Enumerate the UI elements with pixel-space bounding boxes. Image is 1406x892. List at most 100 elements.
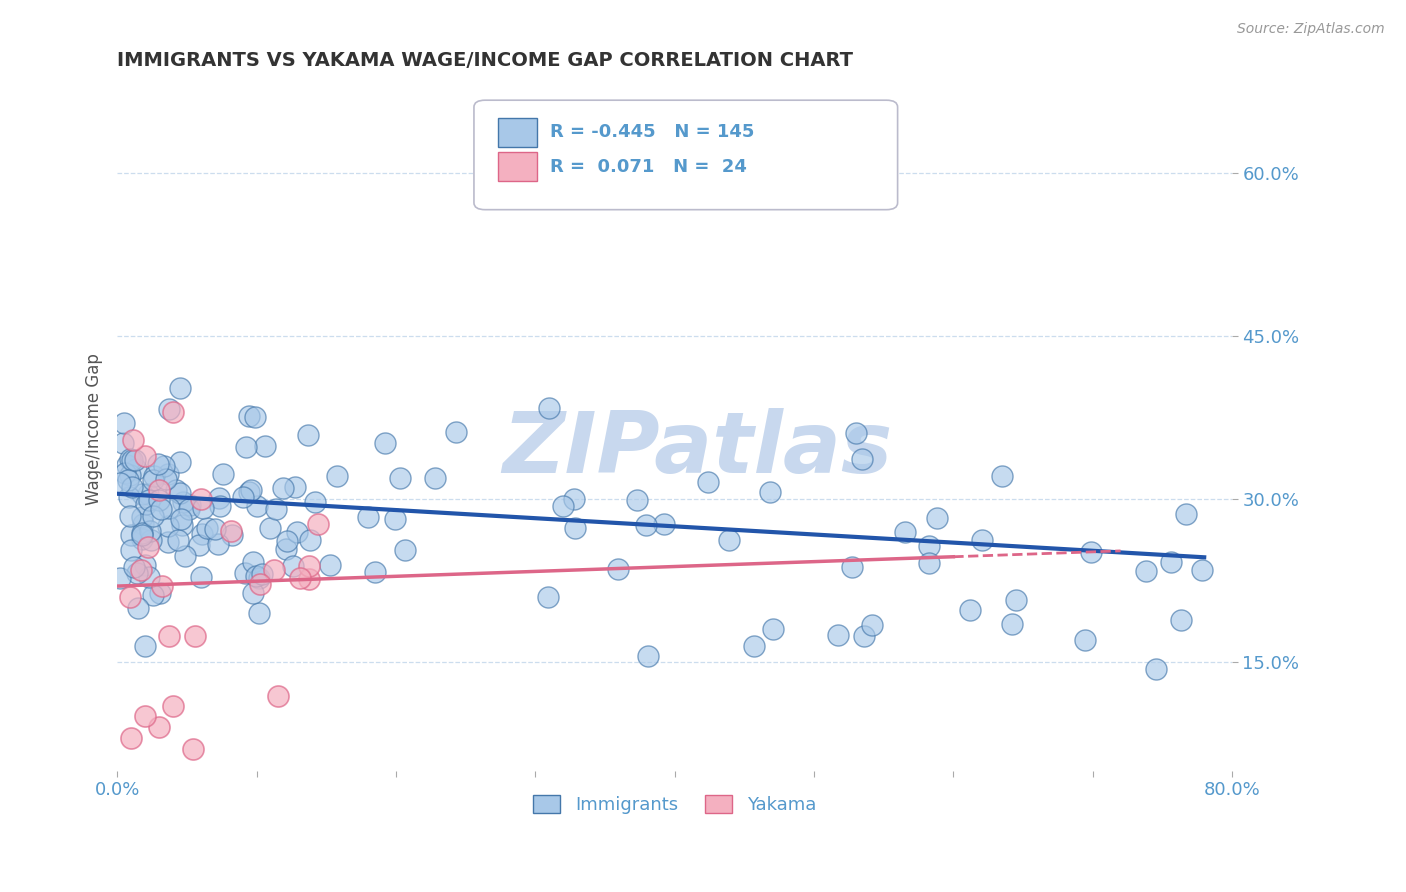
Point	[1160, 555, 1182, 569]
Point	[232, 491, 254, 505]
Point	[190, 569, 212, 583]
Point	[423, 471, 446, 485]
Point	[162, 405, 184, 419]
Point	[120, 508, 142, 523]
Point	[607, 562, 630, 576]
Point	[148, 483, 170, 497]
Point	[925, 510, 948, 524]
Point	[155, 472, 177, 486]
Legend: Immigrants, Yakama: Immigrants, Yakama	[524, 786, 825, 823]
Point	[190, 492, 212, 507]
Point	[271, 481, 294, 495]
Point	[134, 639, 156, 653]
Point	[564, 521, 586, 535]
Point	[157, 629, 180, 643]
Point	[1001, 617, 1024, 632]
Point	[207, 536, 229, 550]
Point	[191, 501, 214, 516]
Point	[247, 571, 270, 585]
Point	[120, 590, 142, 604]
Point	[827, 628, 849, 642]
Point	[120, 452, 142, 467]
Point	[852, 629, 875, 643]
Point	[235, 566, 257, 580]
Point	[184, 629, 207, 643]
Point	[169, 455, 191, 469]
Point	[717, 533, 740, 547]
Point	[136, 541, 159, 555]
Point	[304, 495, 326, 509]
Point	[297, 573, 319, 587]
Point	[131, 510, 153, 524]
Point	[238, 409, 260, 424]
Point	[131, 526, 153, 541]
Point	[122, 433, 145, 447]
Point	[384, 512, 406, 526]
Point	[245, 499, 267, 513]
Point	[284, 480, 307, 494]
Point	[959, 603, 981, 617]
Point	[118, 467, 141, 482]
Point	[139, 524, 162, 539]
Point	[394, 543, 416, 558]
Point	[162, 698, 184, 713]
Point	[148, 720, 170, 734]
Point	[1135, 564, 1157, 578]
Point	[117, 490, 139, 504]
Point	[157, 535, 180, 549]
Point	[136, 487, 159, 501]
Point	[146, 457, 169, 471]
FancyBboxPatch shape	[474, 100, 897, 210]
Point	[132, 517, 155, 532]
Point	[156, 467, 179, 481]
Point	[245, 410, 267, 425]
Point	[138, 570, 160, 584]
Point	[169, 380, 191, 394]
Point	[166, 533, 188, 547]
Point	[551, 499, 574, 513]
Point	[221, 528, 243, 542]
Point	[538, 401, 561, 416]
Point	[562, 492, 585, 507]
Point	[142, 473, 165, 487]
Point	[254, 439, 277, 453]
Point	[129, 563, 152, 577]
FancyBboxPatch shape	[499, 153, 537, 181]
Point	[172, 495, 194, 509]
Point	[157, 401, 180, 416]
Point	[626, 493, 648, 508]
Point	[637, 649, 659, 664]
Point	[841, 560, 863, 574]
Point	[108, 571, 131, 585]
Point	[266, 689, 288, 703]
Point	[174, 549, 197, 563]
Point	[285, 525, 308, 540]
Point	[142, 508, 165, 523]
Point	[918, 539, 941, 553]
Point	[143, 468, 166, 483]
Point	[131, 487, 153, 501]
Point	[117, 473, 139, 487]
Text: ZIPatlas: ZIPatlas	[502, 408, 891, 491]
Point	[696, 475, 718, 490]
Point	[364, 565, 387, 579]
Point	[127, 600, 149, 615]
Point	[894, 525, 917, 540]
Point	[860, 617, 883, 632]
Point	[135, 498, 157, 512]
Point	[247, 606, 270, 620]
Point	[131, 533, 153, 547]
Point	[537, 591, 560, 605]
Point	[242, 585, 264, 599]
Point	[742, 639, 765, 653]
Point	[388, 471, 411, 485]
Point	[156, 519, 179, 533]
Point	[121, 527, 143, 541]
Point	[758, 484, 780, 499]
Point	[191, 526, 214, 541]
Point	[114, 466, 136, 480]
Point	[127, 566, 149, 580]
Point	[121, 452, 143, 467]
Point	[240, 483, 263, 497]
Point	[187, 538, 209, 552]
